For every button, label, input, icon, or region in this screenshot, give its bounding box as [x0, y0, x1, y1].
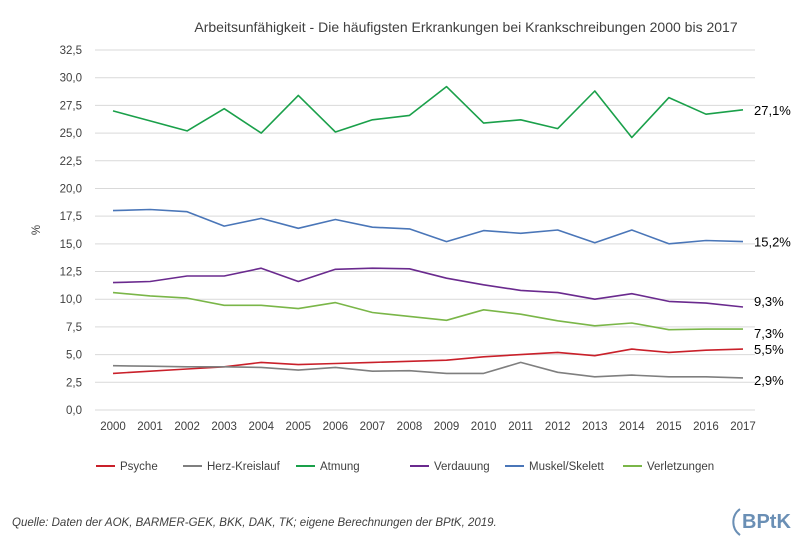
y-tick-label: 12,5 [60, 267, 82, 279]
legend: Psyche Herz-Kreislauf Atmung Verdauung Muske… [96, 461, 714, 473]
end-labels: 5,5% 2,9% 27,1% 9,3% 15,2% 7,3% [754, 103, 791, 388]
x-tick-label: 2012 [545, 421, 571, 433]
y-tick-label: 22,5 [60, 156, 82, 168]
legend-label: Herz-Kreislauf [207, 461, 281, 473]
x-tick-label: 2010 [471, 421, 497, 433]
x-tick-label: 2001 [137, 421, 163, 433]
y-tick-label: 10,0 [60, 294, 82, 306]
legend-label: Verletzungen [647, 461, 714, 473]
y-tick-label: 20,0 [60, 183, 82, 195]
y-tick-label: 15,0 [60, 239, 82, 251]
y-tick-label: 32,5 [60, 45, 82, 57]
series-line-verletzungen [112, 291, 743, 331]
bptk-logo: BPtK [730, 505, 796, 539]
gridlines [95, 49, 755, 411]
x-tick-label: 2011 [508, 421, 533, 433]
end-label: 27,1% [754, 103, 791, 118]
series-line-herz-kreislauf [112, 361, 744, 379]
end-label: 5,5% [754, 342, 784, 357]
x-tick-labels: 2000 2001 2002 2003 2004 2005 2006 2007 2008 2009… [100, 421, 756, 433]
logo-text: BPtK [742, 511, 791, 533]
x-tick-label: 2003 [211, 421, 237, 433]
y-tick-label: 7,5 [66, 322, 82, 334]
x-tick-label: 2004 [248, 421, 274, 433]
series-lines [112, 85, 744, 379]
x-tick-label: 2014 [619, 421, 645, 433]
series-line-muskel-skelett [112, 208, 744, 245]
y-axis-label: % [31, 225, 43, 235]
series-line-verdauung [112, 267, 744, 308]
x-tick-label: 2007 [360, 421, 386, 433]
source-note: Quelle: Daten der AOK, BARMER-GEK, BKK, … [12, 517, 497, 529]
series-line-psyche [112, 348, 744, 375]
x-tick-label: 2016 [693, 421, 719, 433]
series-line-atmung [112, 85, 744, 139]
x-tick-label: 2008 [397, 421, 423, 433]
y-tick-label: 5,0 [66, 350, 82, 362]
x-tick-label: 2013 [582, 421, 608, 433]
legend-label: Muskel/Skelett [529, 461, 605, 473]
x-tick-label: 2006 [323, 421, 349, 433]
x-tick-label: 2009 [434, 421, 460, 433]
y-tick-labels: 0,0 2,5 5,0 7,5 10,0 12,5 15,0 17,5 20,0 22,5 25,0… [60, 45, 82, 417]
legend-label: Atmung [320, 461, 360, 473]
chart-title: Arbeitsunfähigkeit - Die häufigsten Erkr… [194, 19, 737, 35]
legend-label: Verdauung [434, 461, 490, 473]
x-tick-label: 2015 [656, 421, 682, 433]
end-label: 2,9% [754, 373, 784, 388]
y-tick-label: 0,0 [66, 405, 82, 417]
y-tick-label: 27,5 [60, 100, 82, 112]
logo-arc-icon [732, 508, 741, 536]
legend-label: Psyche [120, 461, 158, 473]
end-label: 9,3% [754, 294, 784, 309]
end-label: 15,2% [754, 235, 791, 250]
x-tick-label: 2005 [286, 421, 312, 433]
x-tick-label: 2002 [174, 421, 200, 433]
end-label: 7,3% [754, 326, 784, 341]
x-tick-label: 2000 [100, 421, 126, 433]
x-tick-label: 2017 [730, 421, 756, 433]
y-tick-label: 30,0 [60, 73, 82, 85]
y-tick-label: 25,0 [60, 128, 82, 140]
y-tick-label: 2,5 [66, 377, 82, 389]
y-tick-label: 17,5 [60, 211, 82, 223]
